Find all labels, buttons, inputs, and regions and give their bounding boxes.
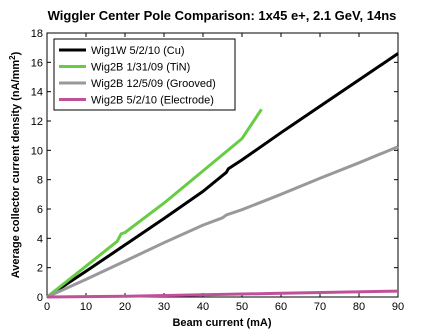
y-tick-label: 0: [37, 292, 43, 304]
y-tick-label: 2: [37, 263, 43, 275]
y-tick-label: 16: [31, 57, 43, 69]
legend-label: Wig1W 5/2/10 (Cu): [91, 45, 185, 57]
y-tick-label: 12: [31, 116, 43, 128]
y-axis-label-main: Average collector current density (nA/mm: [10, 60, 22, 279]
y-tick-label: 10: [31, 145, 43, 157]
x-tick-label: 60: [275, 301, 287, 313]
chart-title: Wiggler Center Pole Comparison: 1x45 e+,…: [48, 8, 397, 23]
legend-label: Wig2B 12/5/09 (Grooved): [91, 78, 216, 90]
series-lines: [46, 52, 399, 299]
series-line: [46, 108, 263, 299]
x-tick-label: 50: [236, 301, 248, 313]
legend-label: Wig2B 5/2/10 (Electrode): [91, 95, 214, 107]
x-axis-label: Beam current (mA): [172, 317, 271, 329]
y-tick-label: 8: [37, 175, 43, 187]
series-line: [46, 289, 399, 299]
x-tick-label: 20: [119, 301, 131, 313]
y-axis-label: Average collector current density (nA/mm…: [8, 51, 22, 278]
series-line: [46, 52, 399, 299]
y-axis-label-sup: 2: [8, 55, 17, 60]
y-tick-label: 4: [37, 233, 43, 245]
x-tick-label: 90: [392, 301, 404, 313]
x-tick-label: 70: [314, 301, 326, 313]
y-tick-label: 18: [31, 28, 43, 40]
plot-frame: [46, 32, 399, 298]
y-axis-label-end: ): [10, 51, 22, 55]
x-tick-label: 30: [158, 301, 170, 313]
x-tick-label: 10: [80, 301, 92, 313]
y-ticks: 0 2 4 6 8 10 12 14 16 18: [31, 28, 398, 304]
legend: Wig1W 5/2/10 (Cu) Wig2B 1/31/09 (TiN) Wig2…: [53, 38, 236, 111]
y-tick-label: 6: [37, 204, 43, 216]
axes: [46, 32, 399, 298]
series-line: [46, 145, 399, 299]
y-tick-label: 14: [31, 87, 43, 99]
x-tick-label: 80: [353, 301, 365, 313]
x-tick-label: 0: [44, 301, 50, 313]
x-tick-label: 40: [197, 301, 209, 313]
legend-label: Wig2B 1/31/09 (TiN): [91, 62, 190, 74]
